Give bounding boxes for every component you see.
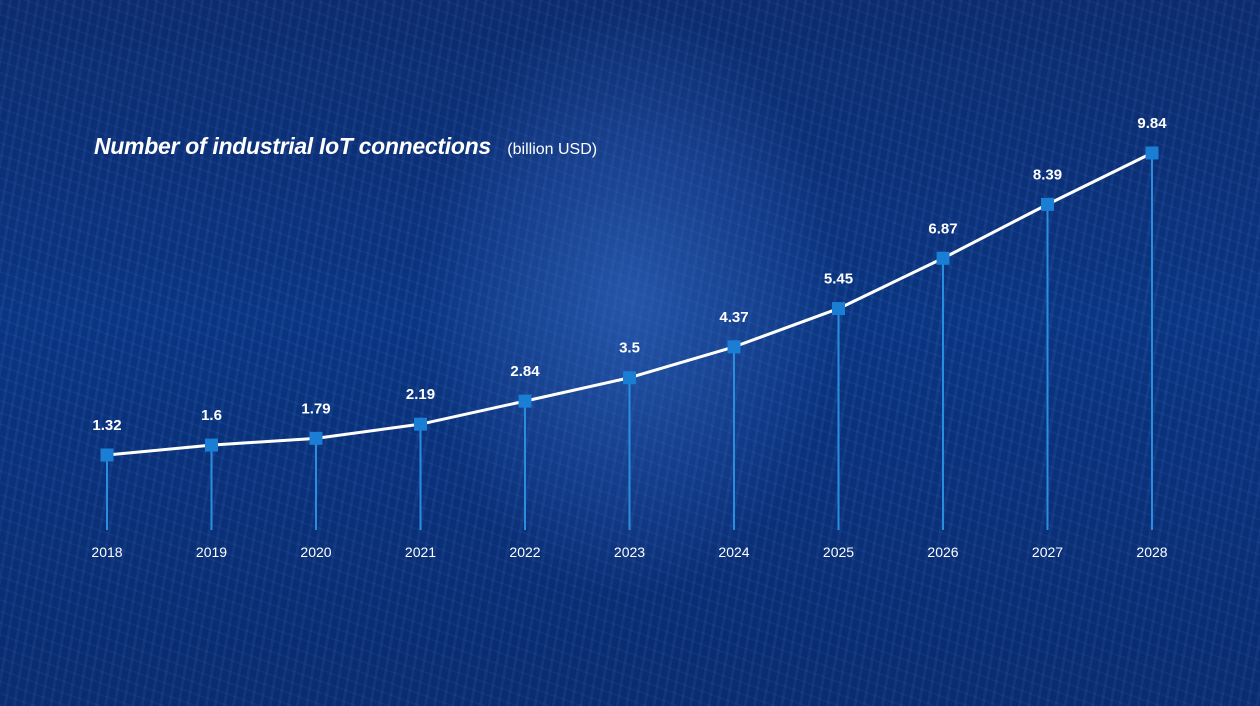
chart-title-text: Number of industrial IoT connections [94, 133, 491, 159]
data-label: 8.39 [1033, 166, 1062, 183]
x-tick-label: 2023 [614, 544, 645, 560]
data-label: 3.5 [619, 340, 640, 357]
data-label: 2.84 [510, 363, 540, 380]
data-label: 4.37 [719, 309, 748, 326]
chart-title: Number of industrial IoT connections (bi… [94, 133, 597, 160]
x-tick-label: 2019 [196, 544, 227, 560]
x-tick-label: 2027 [1032, 544, 1063, 560]
x-tick-label: 2025 [823, 544, 854, 560]
data-point-marker [309, 431, 323, 445]
data-point-marker [832, 302, 845, 316]
data-point-marker [936, 251, 950, 265]
chart-unit: (billion USD) [507, 141, 598, 158]
x-tick-label: 2018 [91, 544, 122, 560]
data-label: 9.84 [1137, 115, 1167, 132]
data-label: 6.87 [928, 220, 957, 237]
data-point-marker [727, 340, 741, 354]
data-point-marker [623, 371, 636, 385]
data-point-marker [205, 438, 218, 452]
data-label: 1.6 [201, 407, 222, 424]
x-tick-label: 2022 [509, 544, 540, 560]
data-point-marker [1145, 146, 1159, 160]
data-label: 5.45 [824, 271, 853, 288]
x-tick-label: 2028 [1136, 544, 1167, 560]
data-label: 1.79 [301, 400, 330, 417]
x-tick-label: 2024 [718, 544, 749, 560]
data-label: 2.19 [406, 386, 435, 403]
data-point-marker [414, 417, 427, 431]
data-point-marker [100, 448, 114, 462]
data-point-marker [1041, 197, 1054, 211]
data-point-marker [518, 394, 532, 408]
x-tick-label: 2026 [927, 544, 958, 560]
data-label: 1.32 [92, 417, 121, 434]
x-tick-label: 2021 [405, 544, 436, 560]
x-tick-label: 2020 [300, 544, 331, 560]
